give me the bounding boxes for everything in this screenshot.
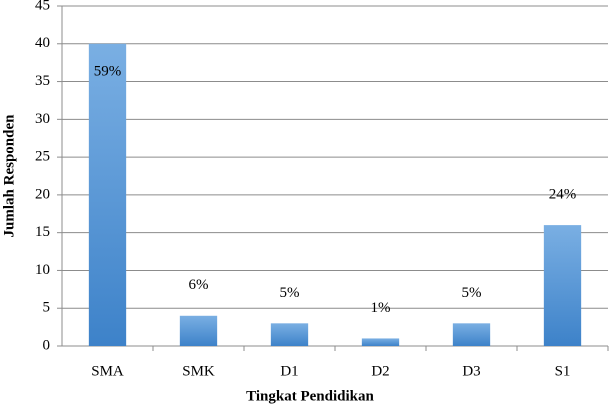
bar (270, 323, 309, 346)
y-tick-label: 30 (35, 111, 50, 127)
x-axis-title: Tingkat Pendidikan (246, 388, 374, 404)
bar (452, 323, 491, 346)
x-tick-label: S1 (555, 363, 571, 379)
data-label: 24% (549, 187, 577, 203)
bar (543, 225, 582, 346)
y-tick-label: 35 (35, 73, 50, 89)
y-tick-label: 20 (35, 186, 50, 202)
x-tick-label: SMK (182, 363, 215, 379)
y-tick-label: 40 (35, 35, 50, 51)
bar (361, 338, 400, 346)
y-tick-label: 15 (35, 224, 50, 240)
y-tick-label: 10 (35, 262, 50, 278)
data-label: 5% (280, 285, 300, 301)
x-tick-label: D2 (371, 363, 389, 379)
y-tick-label: 0 (43, 337, 51, 353)
data-label: 6% (189, 277, 209, 293)
y-tick-label: 5 (43, 300, 51, 316)
data-label: 1% (371, 300, 391, 316)
y-tick-label: 25 (35, 149, 50, 165)
bar (179, 315, 218, 346)
data-label: 5% (462, 285, 482, 301)
y-axis-title: Jumlah Responden (1, 114, 17, 238)
x-tick-label: SMA (91, 363, 124, 379)
x-tick-label: D1 (280, 363, 298, 379)
y-tick-label: 45 (35, 0, 50, 13)
bar (88, 43, 127, 347)
x-tick-label: D3 (462, 363, 480, 379)
data-label: 59% (94, 63, 122, 79)
